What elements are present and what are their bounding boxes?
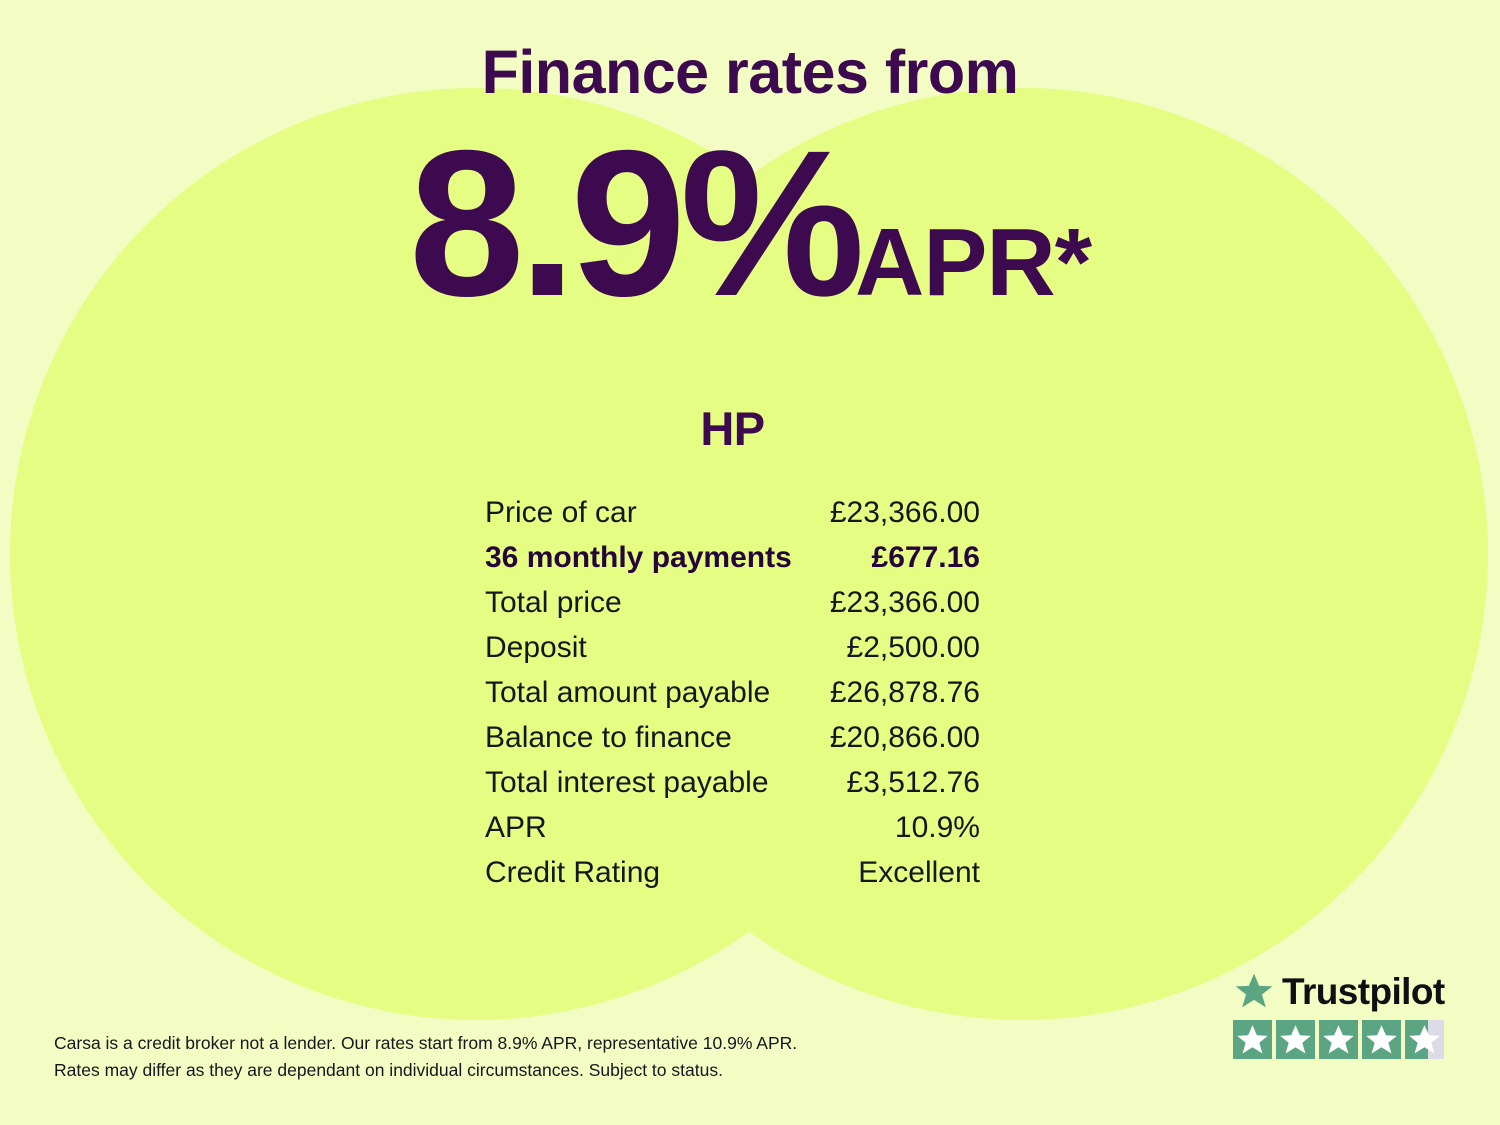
plan-row: Total price £23,366.00 (485, 588, 980, 618)
plan-row-label: Deposit (485, 631, 587, 664)
trustpilot-star-glyph (1366, 1025, 1397, 1054)
trustpilot-star-box (1362, 1020, 1401, 1059)
plan-row-label: APR (485, 811, 547, 844)
plan-row: APR 10.9% (485, 813, 980, 843)
trustpilot-star-box (1276, 1020, 1315, 1059)
background-blob-right (556, 88, 1488, 1020)
plan-row-label: Credit Rating (485, 856, 661, 889)
plan-row-label: Balance to finance (485, 721, 732, 754)
plan-row: Deposit £2,500.00 (485, 633, 980, 663)
trustpilot-star-glyph (1409, 1025, 1440, 1054)
trustpilot-brand: Trustpilot (1233, 968, 1451, 1014)
headline-rate-suffix: APR* (855, 209, 1092, 316)
footnote-line-2: Rates may differ as they are dependant o… (54, 1060, 723, 1081)
plan-row: 36 monthly payments £677.16 (485, 543, 980, 573)
finance-plan-table: HP Price of car £23,366.00 36 monthly paym… (485, 405, 980, 903)
trustpilot-rating-stars (1233, 1020, 1451, 1059)
plan-row: Total amount payable £26,878.76 (485, 678, 980, 708)
plan-row-label: Price of car (485, 496, 637, 529)
plan-row-label: Total interest payable (485, 766, 769, 799)
plan-row-value: £23,366.00 (829, 496, 980, 529)
plan-row: Credit Rating Excellent (485, 858, 980, 888)
trustpilot-star-box (1319, 1020, 1358, 1059)
trustpilot-star-icon (1233, 971, 1275, 1011)
plan-row-label: Total price (485, 586, 622, 619)
trustpilot-star-glyph (1237, 1025, 1268, 1054)
trustpilot-star-glyph (1280, 1025, 1311, 1054)
plan-row: Total interest payable £3,512.76 (485, 768, 980, 798)
trustpilot-widget[interactable]: Trustpilot (1233, 968, 1451, 1059)
plan-row-value: £23,366.00 (829, 586, 980, 619)
plan-row-value: 10.9% (894, 811, 980, 844)
headline-rate-value: 8.9% (408, 108, 865, 340)
plan-title: HP (700, 402, 765, 455)
plan-row: Balance to finance £20,866.00 (485, 723, 980, 753)
plan-row-value: £677.16 (871, 541, 980, 574)
footnote-line-1: Carsa is a credit broker not a lender. O… (54, 1033, 798, 1053)
plan-row-value: Excellent (858, 856, 980, 889)
plan-row-label: Total amount payable (485, 676, 771, 709)
trustpilot-star-glyph (1323, 1025, 1354, 1054)
plan-row-label: 36 monthly payments (485, 541, 792, 574)
headline-rate-line: 8.9% APR* (0, 120, 1500, 328)
trustpilot-star-box (1233, 1020, 1272, 1059)
headline-kicker: Finance rates from (481, 38, 1019, 106)
plan-row-value: £20,866.00 (829, 721, 980, 754)
plan-row-value: £26,878.76 (829, 676, 980, 709)
plan-rows: Price of car £23,366.00 36 monthly payment… (485, 498, 980, 888)
plan-row: Price of car £23,366.00 (485, 498, 980, 528)
legal-footnote: Carsa is a credit broker not a lender. O… (54, 1030, 854, 1084)
trustpilot-star-box (1405, 1020, 1444, 1059)
plan-row-value: £2,500.00 (846, 631, 980, 664)
plan-row-value: £3,512.76 (846, 766, 980, 799)
trustpilot-wordmark: Trustpilot (1282, 970, 1445, 1012)
